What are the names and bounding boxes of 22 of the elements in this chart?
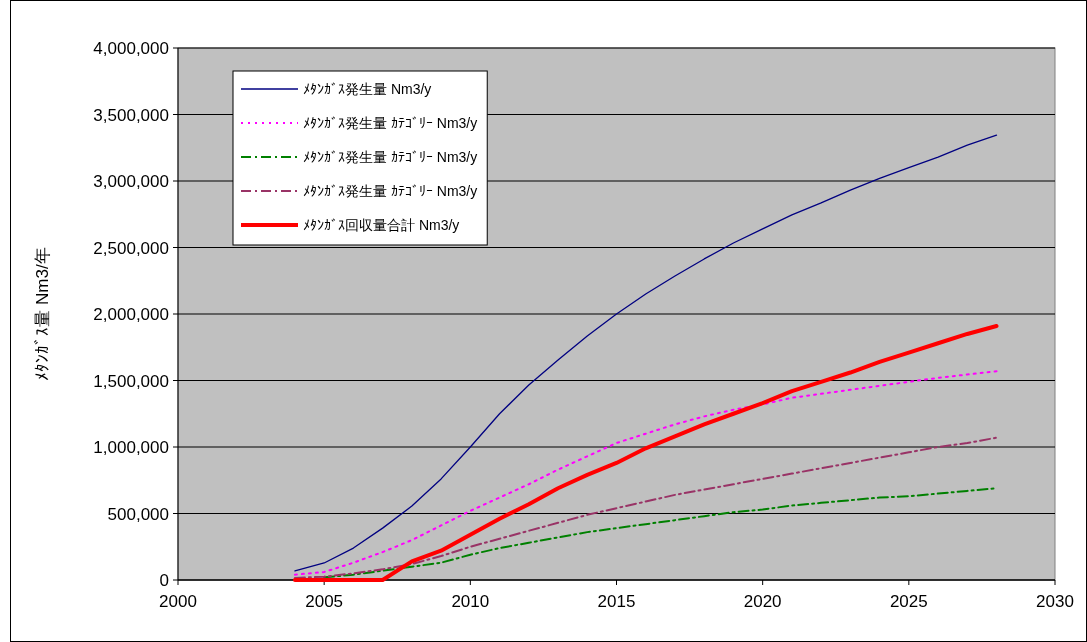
legend-label: ﾒﾀﾝｶﾞｽ発生量 ｶﾃｺﾞﾘｰ Nm3/y <box>303 149 478 165</box>
x-tick-label: 2020 <box>743 592 782 611</box>
y-tick-label: 3,000,000 <box>93 172 169 191</box>
y-tick-label: 1,500,000 <box>93 371 169 391</box>
x-tick-label: 2030 <box>1036 592 1074 611</box>
y-tick-label: 4,000,000 <box>93 39 169 58</box>
x-tick-label: 2010 <box>451 592 490 611</box>
legend-label: ﾒﾀﾝｶﾞｽ発生量 Nm3/y <box>303 81 432 97</box>
legend-label: ﾒﾀﾝｶﾞｽ発生量 ｶﾃｺﾞﾘｰ Nm3/y <box>303 115 478 131</box>
legend-label: ﾒﾀﾝｶﾞｽ発生量 ｶﾃｺﾞﾘｰ Nm3/y <box>303 183 478 199</box>
x-tick-label: 2005 <box>305 592 344 611</box>
y-axis-title: ﾒﾀﾝｶﾞｽ量 Nm3/年 <box>33 247 52 381</box>
x-tick-label: 2025 <box>889 592 928 611</box>
y-tick-label: 3,500,000 <box>93 105 169 125</box>
y-tick-label: 2,500,000 <box>93 238 169 258</box>
x-tick-label: 2000 <box>159 592 197 611</box>
legend-label: ﾒﾀﾝｶﾞｽ回収量合計 Nm3/y <box>303 217 460 233</box>
y-tick-label: 1,000,000 <box>93 438 169 457</box>
y-tick-label: 500,000 <box>107 504 169 524</box>
y-tick-label: 0 <box>159 571 169 590</box>
y-tick-label: 2,000,000 <box>93 305 169 324</box>
x-tick-label: 2015 <box>597 592 636 611</box>
